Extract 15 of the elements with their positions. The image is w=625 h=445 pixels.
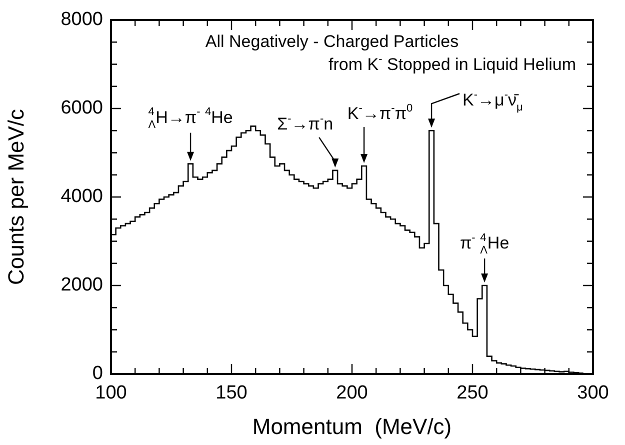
y-tick-label: 4000 xyxy=(60,186,103,208)
y-tick-label: 0 xyxy=(92,363,103,384)
x-tick-label: 300 xyxy=(577,382,609,404)
x-tick-label: 150 xyxy=(216,382,248,404)
text: All Negatively - Charged Particles xyxy=(205,32,459,51)
annotation: Σ-→π-n xyxy=(277,112,334,134)
y-tick-label: 8000 xyxy=(60,9,103,30)
x-tick-label: 100 xyxy=(95,382,127,404)
x-axis-title: Momentum (MeV/c) xyxy=(252,414,452,439)
y-tick-label: 2000 xyxy=(60,274,103,296)
x-tick-label: 200 xyxy=(336,382,368,404)
y-axis-title: Counts per MeV/c xyxy=(3,108,28,286)
x-tick-label: 250 xyxy=(456,382,488,404)
y-tick-label: 6000 xyxy=(60,98,103,119)
text: from K- Stopped in Liquid Helium xyxy=(328,53,576,74)
